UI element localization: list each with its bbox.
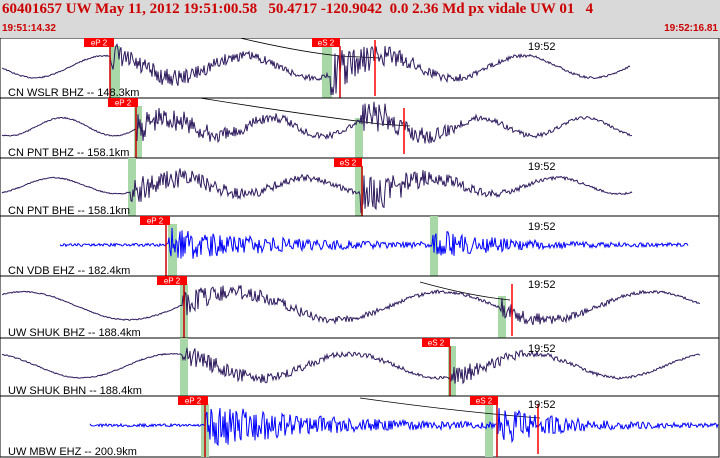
panel-frame — [0, 275, 720, 339]
p-pick-flag[interactable] — [178, 396, 208, 405]
s-pick-label: eS 2 — [428, 339, 445, 348]
seismogram-panel[interactable]: eS 2 19:52 CN PNT BHE -- 158.1km — [0, 157, 720, 217]
seismogram-panel[interactable]: eP 2 19:52 CN VDB EHZ -- 182.4km — [0, 215, 720, 277]
p-pick-band — [110, 46, 120, 98]
p-pick-band — [134, 106, 142, 158]
theoretical-curve — [199, 97, 411, 127]
station-label: CN PNT BHZ -- 158.1km — [8, 147, 129, 159]
time-tick-label: 19:52 — [528, 279, 556, 291]
time-tick-label: 19:52 — [528, 161, 556, 173]
time-tick-label: 19:52 — [528, 399, 556, 411]
seismogram-panel[interactable]: eP 2 19:52 UW SHUK BHZ -- 188.4km — [0, 275, 720, 339]
s-pick-flag[interactable] — [470, 396, 498, 405]
station-label: CN PNT BHE -- 158.1km — [8, 205, 130, 217]
s-pick-label: eS 2 — [476, 397, 493, 406]
event-header: 60401657 UW May 11, 2012 19:51:00.58 50.… — [0, 0, 720, 38]
s-pick-band — [498, 296, 506, 338]
panel-frame — [0, 395, 720, 458]
station-label: UW MBW EHZ -- 200.9km — [8, 446, 137, 458]
p-pick-label: eP 2 — [115, 99, 132, 108]
station-label: CN VDB EHZ -- 182.4km — [8, 265, 130, 277]
p-pick-flag[interactable] — [140, 216, 170, 225]
p-pick-label: eP 2 — [147, 217, 164, 226]
seismogram-plot: eP 2 eS 2 19:52 CN WSLR BHZ -- 148.3km e… — [0, 38, 720, 458]
time-tick-label: 19:52 — [528, 41, 556, 53]
station-label: UW SHUK BHN -- 188.4km — [8, 385, 142, 397]
p-pick-flag[interactable] — [84, 38, 114, 47]
s-pick-band — [355, 118, 363, 158]
window-start-time: 19:51:14.32 — [2, 23, 56, 34]
s-pick-band — [485, 404, 493, 457]
p-pick-label: eP 2 — [164, 277, 181, 286]
event-title: 60401657 UW May 11, 2012 19:51:00.58 50.… — [2, 1, 594, 17]
s-pick-label: eS 2 — [340, 159, 357, 168]
waveform-trace — [1, 101, 633, 145]
waveform-trace — [1, 284, 701, 326]
time-tick-label: 19:52 — [528, 221, 556, 233]
waveform-trace — [89, 407, 719, 447]
waveform-trace — [1, 347, 701, 385]
p-pick-label: eP 2 — [91, 39, 108, 48]
waveform-trace — [59, 227, 689, 259]
panel-frame — [0, 215, 720, 277]
seismogram-panel[interactable]: eP 2 CN PNT BHZ -- 158.1km — [0, 97, 720, 159]
s-pick-label: eS 2 — [318, 39, 335, 48]
s-pick-flag[interactable] — [312, 38, 340, 47]
station-label: CN WSLR BHZ -- 148.3km — [8, 87, 139, 99]
station-label: UW SHUK BHZ -- 188.4km — [8, 327, 141, 339]
s-pick-band — [448, 346, 456, 396]
p-pick-flag[interactable] — [157, 276, 187, 285]
s-pick-flag[interactable] — [422, 338, 450, 347]
seismogram-panel[interactable]: eP 2 eS 2 19:52 CN WSLR BHZ -- 148.3km — [0, 38, 720, 99]
p-pick-label: eP 2 — [185, 397, 202, 406]
p-pick-flag[interactable] — [108, 98, 138, 107]
seismogram-panel[interactable]: eS 2 19:52 UW SHUK BHN -- 188.4km — [0, 337, 720, 397]
window-end-time: 19:52:16.81 — [664, 23, 718, 34]
time-tick-label: 19:52 — [528, 343, 556, 355]
p-pick-band — [180, 338, 188, 396]
p-pick-band — [168, 224, 177, 276]
waveform-trace — [1, 168, 633, 214]
waveform-trace — [1, 43, 631, 96]
seismogram-panel[interactable]: eP 2 eS 2 19:52 UW MBW EHZ -- 200.9km — [0, 395, 720, 458]
s-pick-flag[interactable] — [334, 158, 362, 167]
p-pick-band — [128, 158, 136, 216]
